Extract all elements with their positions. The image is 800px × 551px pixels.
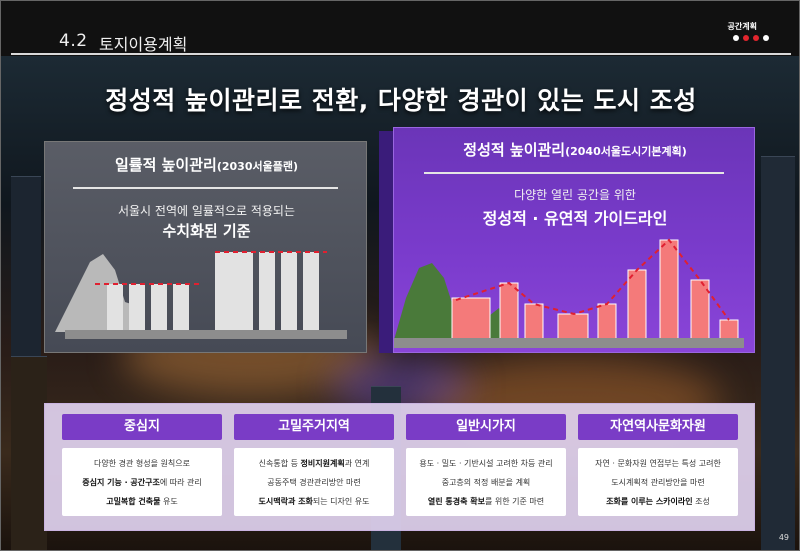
zone-card-line: 열린 통경축 확보를 위한 기준 마련 — [427, 497, 545, 506]
building-block — [107, 284, 123, 332]
right-panel-emphasis: 정성적 · 유연적 가이드라인 — [482, 209, 668, 228]
left-title-text: 일률적 높이관리 — [115, 156, 217, 174]
right-title-note: (2040서울도시기본계획) — [565, 145, 687, 158]
zone-card-line: 도시계획적 관리방안을 마련 — [611, 478, 705, 487]
building-block — [129, 284, 145, 332]
zone-card-line: 중심지 기능 · 공간구조에 따라 관리 — [82, 478, 202, 487]
building-block — [597, 303, 617, 341]
zone-card-line: 중고층의 적정 배분을 계획 — [441, 478, 531, 487]
zone-card-title: 일반시가지 — [406, 414, 566, 440]
zone-card-natural-historic: 자연역사문화자원 자연 · 문화자원 연접부는 특성 고려한 도시계획적 관리방… — [578, 414, 738, 516]
zone-card-general-urban: 일반시가지 용도 · 밀도 · 기반시설 고려한 차등 관리 중고층의 적정 배… — [406, 414, 566, 516]
slide-header: 4.2 토지이용계획 공간계획 — [1, 1, 799, 56]
progress-dot — [733, 35, 739, 41]
zone-card-line: 도시맥락과 조화되는 디자인 유도 — [258, 497, 370, 506]
building-block — [627, 269, 647, 341]
right-panel-title: 정성적 높이관리(2040서울도시기본계획) — [394, 139, 756, 160]
ground-base — [65, 330, 347, 339]
building-block — [690, 279, 710, 341]
building-block — [173, 284, 189, 332]
zone-card-body: 용도 · 밀도 · 기반시설 고려한 차등 관리 중고층의 적정 배분을 계획 … — [406, 448, 566, 516]
zone-card-line: 자연 · 문화자원 연접부는 특성 고려한 — [595, 459, 721, 468]
right-panel-side — [379, 131, 393, 353]
building-block — [499, 282, 519, 341]
zone-card-body: 신속통합 등 정비지원계획과 연계 공동주택 경관관리방안 마련 도시맥락과 조… — [234, 448, 394, 516]
building-block — [524, 303, 544, 341]
main-title: 정성적 높이관리로 전환, 다양한 경관이 있는 도시 조성 — [105, 86, 697, 115]
progress-dot-active — [753, 35, 759, 41]
left-panel-emphasis: 수치화된 기준 — [162, 222, 251, 240]
zone-card-body: 다양한 경관 형성을 원칙으로 중심지 기능 · 공간구조에 따라 관리 고밀복… — [62, 448, 222, 516]
zone-card-line: 신속통합 등 정비지원계획과 연계 — [258, 459, 370, 468]
building-block — [281, 252, 297, 332]
zone-guidelines-panel: 중심지 다양한 경관 형성을 원칙으로 중심지 기능 · 공간구조에 따라 관리… — [44, 403, 755, 531]
uniform-skyline-illustration — [55, 251, 347, 339]
section-number: 4.2 — [59, 31, 88, 51]
brand-label: 공간계획 — [727, 22, 757, 31]
green-hill — [394, 263, 469, 340]
zone-card-line: 고밀복합 건축물 유도 — [106, 497, 178, 506]
progress-dot — [763, 35, 769, 41]
building-block — [259, 252, 275, 332]
flexible-height-line — [455, 238, 730, 321]
building-block — [451, 297, 491, 341]
zone-card-body: 자연 · 문화자원 연접부는 특성 고려한 도시계획적 관리방안을 마련 조화를… — [578, 448, 738, 516]
zone-card-high-density-residential: 고밀주거지역 신속통합 등 정비지원계획과 연계 공동주택 경관관리방안 마련 … — [234, 414, 394, 516]
right-panel-divider — [424, 172, 724, 174]
zone-card-title: 중심지 — [62, 414, 222, 440]
progress-dot-active — [743, 35, 749, 41]
zone-card-line: 공동주택 경관관리방안 마련 — [267, 478, 361, 487]
left-panel-subtitle: 서울시 전역에 일률적으로 적용되는 — [117, 204, 296, 218]
zone-card-title: 고밀주거지역 — [234, 414, 394, 440]
building-block — [557, 313, 589, 341]
page-number: 49 — [778, 533, 789, 542]
left-panel-divider — [73, 187, 338, 189]
zone-card-line: 용도 · 밀도 · 기반시설 고려한 차등 관리 — [419, 459, 553, 468]
left-title-note: (2030서울플랜) — [216, 160, 298, 173]
zone-card-center: 중심지 다양한 경관 형성을 원칙으로 중심지 기능 · 공간구조에 따라 관리… — [62, 414, 222, 516]
qualitative-height-panel: 정성적 높이관리(2040서울도시기본계획) 다양한 열린 공간을 위한 정성적… — [393, 127, 755, 353]
flexible-skyline-illustration — [394, 238, 744, 348]
zone-card-title: 자연역사문화자원 — [578, 414, 738, 440]
building-block — [215, 252, 253, 332]
header-divider — [11, 53, 791, 55]
building-block — [659, 239, 679, 341]
zone-card-line: 조화를 이루는 스카이라인 조성 — [606, 497, 710, 506]
left-panel-title: 일률적 높이관리(2030서울플랜) — [45, 154, 368, 175]
building-block — [303, 252, 319, 332]
right-title-text: 정성적 높이관리 — [463, 141, 566, 159]
section-title: 토지이용계획 — [99, 35, 188, 54]
building-block — [151, 284, 167, 332]
uniform-height-panel: 일률적 높이관리(2030서울플랜) 서울시 전역에 일률적으로 적용되는 수치… — [44, 141, 367, 353]
zone-card-line: 다양한 경관 형성을 원칙으로 — [94, 459, 190, 468]
progress-dots — [733, 35, 769, 41]
building-block — [719, 319, 739, 341]
right-panel-subtitle: 다양한 열린 공간을 위한 — [514, 188, 636, 202]
ground-base — [394, 338, 744, 348]
